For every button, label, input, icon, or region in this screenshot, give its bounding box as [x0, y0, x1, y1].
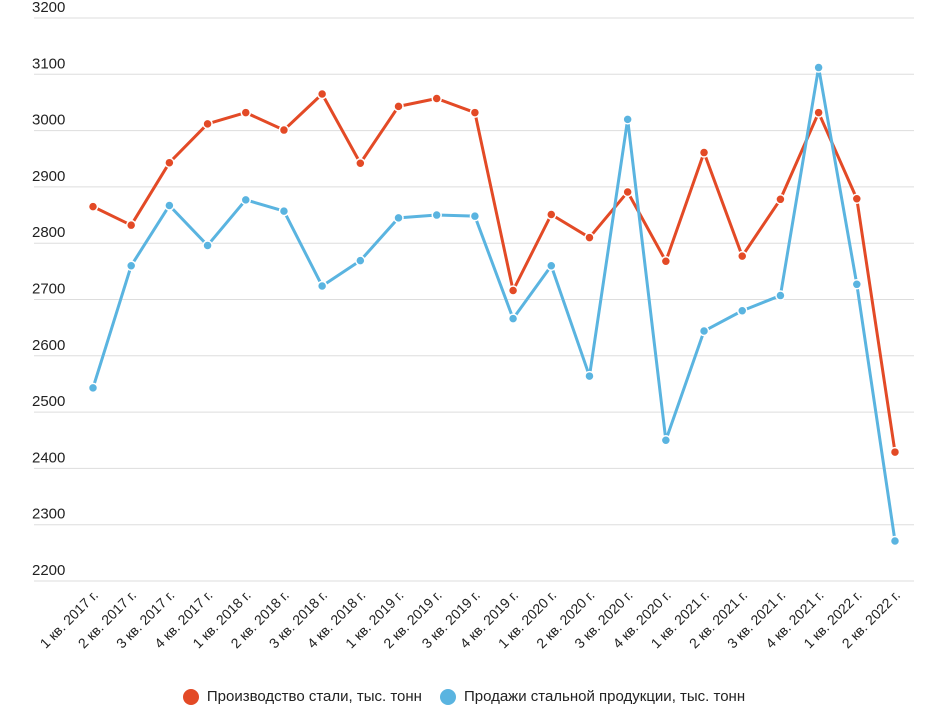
data-point-series-0[interactable]	[125, 219, 137, 231]
data-point-series-1[interactable]	[278, 205, 290, 217]
data-point-series-0[interactable]	[278, 124, 290, 136]
data-point-series-1[interactable]	[736, 305, 748, 317]
data-point-series-1[interactable]	[660, 435, 672, 446]
legend-label-steel-production: Производство стали, тыс. тонн	[206, 688, 422, 705]
data-point-series-0[interactable]	[584, 232, 595, 243]
y-tick-label: 2700	[32, 281, 65, 298]
data-point-series-0[interactable]	[87, 201, 99, 212]
data-point-series-1[interactable]	[164, 200, 175, 211]
series-points	[87, 62, 901, 547]
data-point-series-0[interactable]	[851, 193, 863, 204]
data-point-series-0[interactable]	[698, 147, 710, 158]
data-point-series-0[interactable]	[889, 446, 901, 458]
legend-marker-steel-production	[182, 688, 199, 705]
data-point-series-0[interactable]	[469, 107, 481, 118]
data-point-series-0[interactable]	[355, 158, 366, 169]
data-point-series-1[interactable]	[316, 280, 328, 292]
series-line-0	[92, 92, 897, 453]
data-point-series-0[interactable]	[507, 285, 519, 296]
data-point-series-0[interactable]	[546, 209, 557, 220]
y-tick-label: 3200	[32, 0, 65, 16]
data-point-series-0[interactable]	[660, 255, 672, 267]
data-point-series-0[interactable]	[240, 107, 252, 118]
y-tick-label: 2500	[32, 393, 65, 410]
y-tick-label: 3100	[32, 55, 65, 72]
line-chart: 2200 2300 2400 2500 2600 2700 2800 2900 3000 3100…	[32, 0, 914, 652]
data-point-series-1[interactable]	[546, 260, 557, 271]
data-point-series-0[interactable]	[316, 88, 328, 100]
data-point-series-0[interactable]	[164, 157, 175, 168]
series-lines	[91, 66, 897, 542]
y-tick-label: 3000	[32, 112, 65, 129]
data-point-series-1[interactable]	[813, 62, 824, 73]
data-point-series-1[interactable]	[622, 114, 633, 125]
data-point-series-0[interactable]	[736, 250, 748, 262]
data-point-series-0[interactable]	[622, 186, 633, 198]
legend-item-steel-sales[interactable]: Продажи стальной продукции, тыс. тонн	[439, 688, 746, 705]
data-point-series-1[interactable]	[584, 370, 595, 382]
y-tick-label: 2200	[32, 562, 65, 579]
data-point-series-1[interactable]	[87, 382, 99, 394]
data-point-series-1[interactable]	[240, 194, 252, 206]
y-tick-label: 2600	[32, 337, 65, 354]
y-tick-label: 2800	[32, 224, 65, 241]
data-point-series-0[interactable]	[202, 118, 213, 130]
data-point-series-1[interactable]	[889, 535, 901, 547]
data-point-series-0[interactable]	[813, 107, 824, 118]
data-point-series-0[interactable]	[775, 194, 786, 205]
data-point-series-1[interactable]	[393, 212, 404, 224]
data-point-series-1[interactable]	[202, 240, 213, 251]
data-point-series-1[interactable]	[355, 255, 366, 266]
data-point-series-1[interactable]	[775, 290, 786, 301]
data-point-series-0[interactable]	[431, 93, 442, 104]
data-point-series-0[interactable]	[393, 101, 404, 112]
data-point-series-1[interactable]	[507, 313, 519, 324]
y-tick-label: 2400	[32, 449, 65, 466]
data-point-series-1[interactable]	[469, 210, 481, 222]
data-point-series-1[interactable]	[851, 279, 863, 290]
y-axis-ticks: 2200 2300 2400 2500 2600 2700 2800 2900 3000 3100…	[32, 0, 65, 579]
gridlines	[34, 17, 914, 582]
data-point-series-1[interactable]	[125, 260, 137, 271]
legend: Производство стали, тыс. тонн Продажи ст…	[0, 688, 928, 705]
x-axis-ticks: 1 кв. 2017 г.2 кв. 2017 г.3 кв. 2017 г.4…	[37, 587, 904, 652]
data-point-series-1[interactable]	[698, 325, 710, 337]
y-tick-label: 2900	[32, 168, 65, 185]
legend-marker-steel-sales	[439, 688, 456, 705]
legend-label-steel-sales: Продажи стальной продукции, тыс. тонн	[463, 688, 746, 705]
legend-item-steel-production[interactable]: Производство стали, тыс. тонн	[182, 688, 422, 705]
y-tick-label: 2300	[32, 506, 65, 523]
series-line-1	[91, 66, 897, 542]
data-point-series-1[interactable]	[431, 209, 442, 221]
